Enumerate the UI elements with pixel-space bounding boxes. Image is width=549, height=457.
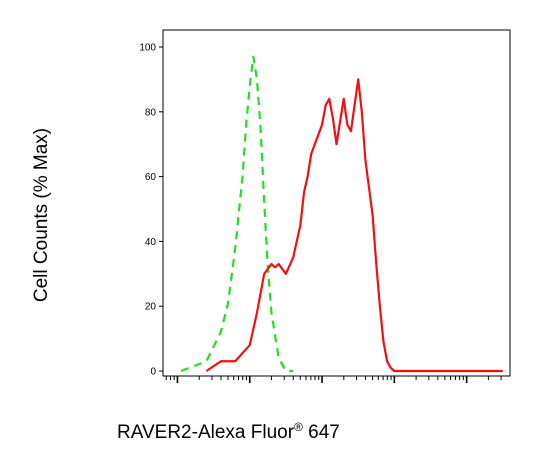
x-axis xyxy=(165,376,502,383)
y-tick-label: 80 xyxy=(145,107,157,118)
y-tick-label: 0 xyxy=(150,367,156,378)
x-axis-label-superscript: ® xyxy=(294,420,303,434)
y-tick-label: 40 xyxy=(145,237,157,248)
series-layer xyxy=(180,55,503,373)
series-dashed-green xyxy=(180,55,294,373)
y-tick-label: 100 xyxy=(139,43,156,54)
plot-frame xyxy=(162,29,511,377)
series-solid-red xyxy=(205,78,503,373)
x-axis-label-suffix: 647 xyxy=(303,422,340,443)
x-axis-label: RAVER2-Alexa Fluor® 647 xyxy=(117,420,340,443)
y-axis: 0 20 40 60 80 100 xyxy=(139,43,163,378)
x-axis-label-main: RAVER2-Alexa Fluor xyxy=(117,422,295,443)
y-tick-label: 60 xyxy=(145,172,157,183)
y-tick-label: 20 xyxy=(145,302,157,313)
y-axis-label: Cell Counts (% Max) xyxy=(31,128,52,302)
